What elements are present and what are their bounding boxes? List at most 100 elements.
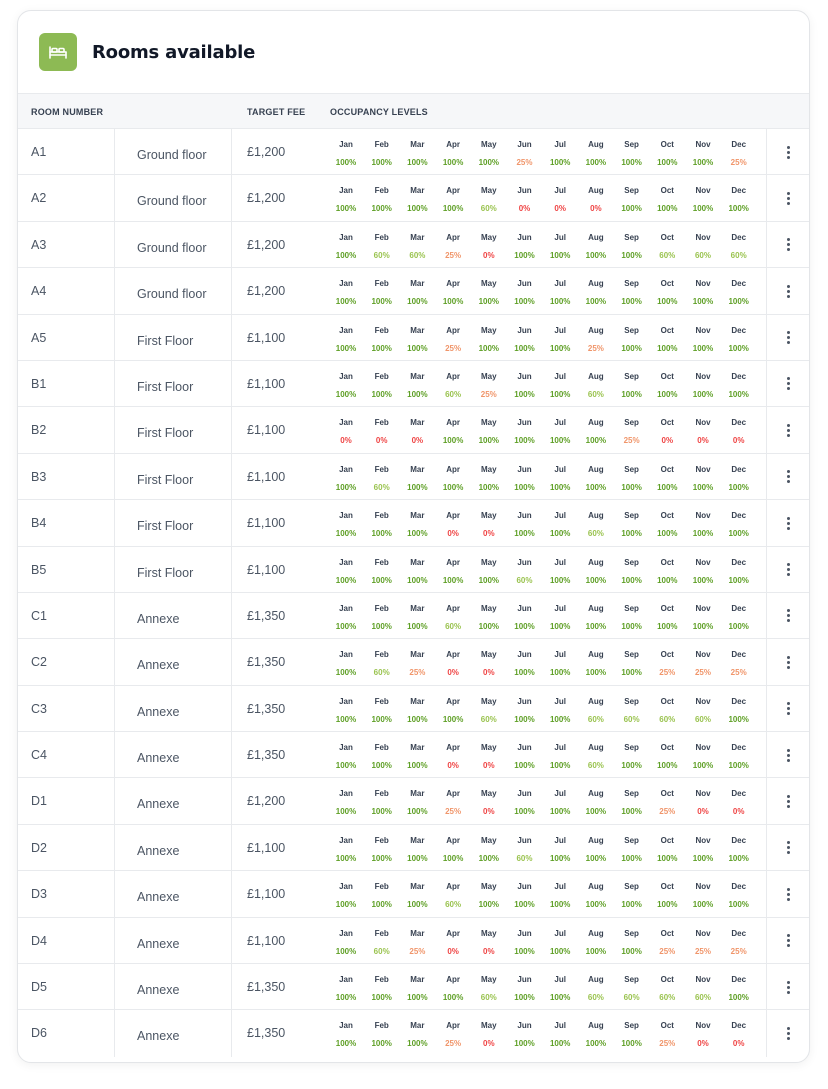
month-label: Feb — [374, 557, 389, 567]
month-label: Mar — [410, 743, 425, 753]
month-label: Oct — [660, 371, 674, 381]
row-more-options-icon[interactable] — [781, 791, 795, 811]
row-more-options-icon[interactable] — [781, 745, 795, 765]
month-label: Feb — [374, 232, 389, 242]
room-floor-cell: Annexe — [114, 685, 232, 732]
month-occupancy: May 100% — [469, 465, 509, 493]
row-more-options-icon[interactable] — [781, 374, 795, 394]
month-label: Nov — [695, 835, 711, 845]
room-floor: Annexe — [137, 983, 180, 998]
occupancy-value: 100% — [549, 714, 571, 724]
month-label: May — [481, 464, 497, 474]
occupancy-value: 100% — [514, 482, 535, 492]
row-more-options-icon[interactable] — [781, 699, 795, 719]
occupancy-value: 100% — [657, 389, 678, 399]
row-more-options-icon[interactable] — [781, 467, 795, 487]
menu-dot — [786, 248, 790, 252]
row-more-options-icon[interactable] — [781, 281, 795, 301]
month-label: Oct — [660, 511, 674, 521]
month-occupancy: Dec 25% — [719, 140, 759, 168]
month-occupancy: Aug 100% — [576, 233, 616, 261]
row-more-options-icon[interactable] — [781, 931, 795, 951]
occupancy-value: 100% — [514, 343, 535, 353]
occupancy-value: 100% — [621, 250, 642, 260]
occupancy-value: 25% — [694, 946, 711, 956]
occupancy-levels: Jan 100% Feb 100% Mar 100% Apr 25% May 100% Jun 100… — [326, 326, 764, 356]
month-label: Nov — [695, 1021, 711, 1031]
occupancy-value: 60% — [659, 993, 676, 1003]
month-label: Jul — [554, 557, 566, 567]
row-more-options-icon[interactable] — [781, 606, 795, 626]
month-occupancy: May 100% — [469, 604, 509, 632]
month-occupancy: Aug 100% — [576, 279, 616, 307]
month-label: Jul — [554, 743, 566, 753]
room-floor-cell: Ground floor — [114, 175, 232, 221]
month-occupancy: Jul 100% — [540, 418, 580, 446]
occupancy-value: 100% — [549, 761, 571, 771]
month-label: Jan — [339, 975, 353, 985]
month-occupancy: Jul 100% — [540, 650, 580, 678]
month-label: Jun — [517, 232, 532, 242]
table-row: C4 Annexe £1,350 Jan 100% Feb 100% Mar 100% Apr 0%… — [18, 732, 809, 779]
month-occupancy: Feb 100% — [362, 511, 402, 539]
row-more-options-icon[interactable] — [781, 652, 795, 672]
table-row: A4 Ground floor £1,200 Jan 100% Feb 100% Mar 100… — [18, 268, 809, 315]
row-more-options-icon[interactable] — [781, 884, 795, 904]
month-occupancy: Jul 100% — [540, 975, 580, 1003]
month-label: Jan — [339, 511, 353, 521]
month-label: Mar — [410, 464, 425, 474]
occupancy-value: 100% — [692, 761, 714, 771]
month-label: Jul — [554, 464, 566, 474]
occupancy-value: 100% — [549, 250, 571, 260]
row-more-options-icon[interactable] — [781, 420, 795, 440]
month-label: Aug — [588, 789, 604, 799]
occupancy-value: 100% — [585, 297, 607, 307]
occupancy-value: 25% — [623, 436, 640, 446]
occupancy-value: 100% — [585, 853, 607, 863]
row-more-options-icon[interactable] — [781, 1023, 795, 1043]
month-label: Jan — [339, 835, 353, 845]
rooms-card: Rooms available ROOM NUMBER TARGET FEE O… — [17, 10, 810, 1063]
row-more-options-icon[interactable] — [781, 235, 795, 255]
row-more-options-icon[interactable] — [781, 142, 795, 162]
occupancy-levels: Jan 100% Feb 100% Mar 100% Apr 100% May 60% Jun 100… — [326, 697, 764, 727]
month-occupancy: Mar 100% — [397, 140, 437, 168]
month-label: Feb — [374, 511, 389, 521]
month-occupancy: Nov 100% — [683, 511, 723, 539]
row-more-options-icon[interactable] — [781, 560, 795, 580]
month-label: Aug — [588, 1021, 604, 1031]
month-occupancy: Apr 100% — [433, 279, 473, 307]
occupancy-value: 100% — [407, 482, 428, 492]
column-divider — [766, 917, 767, 964]
occupancy-value: 60% — [480, 714, 497, 724]
month-occupancy: Mar 100% — [397, 186, 437, 214]
table-row: D3 Annexe £1,100 Jan 100% Feb 100% Mar 100% Apr 60… — [18, 871, 809, 918]
occupancy-levels: Jan 100% Feb 100% Mar 100% Apr 25% May 0% Jun 100% J… — [326, 789, 764, 819]
row-more-options-icon[interactable] — [781, 977, 795, 997]
room-floor-cell: Annexe — [114, 824, 232, 871]
month-label: Jul — [554, 371, 566, 381]
month-label: Feb — [374, 650, 389, 660]
occupancy-value: 100% — [728, 900, 749, 910]
month-occupancy: Aug 60% — [576, 372, 616, 400]
month-occupancy: Oct 100% — [647, 511, 687, 539]
occupancy-value: 100% — [371, 807, 392, 817]
row-more-options-icon[interactable] — [781, 188, 795, 208]
month-occupancy: Oct 25% — [647, 929, 687, 957]
menu-dot — [786, 284, 790, 288]
row-more-options-icon[interactable] — [781, 328, 795, 348]
occupancy-value: 100% — [549, 621, 571, 631]
room-floor-cell: Annexe — [114, 592, 232, 639]
occupancy-value: 100% — [549, 993, 571, 1003]
menu-dot — [786, 660, 790, 664]
room-floor-cell: Ground floor — [114, 268, 232, 314]
occupancy-value: 0% — [447, 668, 459, 678]
menu-dot — [786, 191, 790, 195]
month-occupancy: Jan 100% — [326, 789, 366, 817]
occupancy-value: 60% — [445, 389, 462, 399]
month-label: Mar — [410, 928, 425, 938]
row-more-options-icon[interactable] — [781, 838, 795, 858]
row-more-options-icon[interactable] — [781, 513, 795, 533]
month-occupancy: Jan 100% — [326, 697, 366, 725]
month-occupancy: Dec 100% — [719, 279, 759, 307]
